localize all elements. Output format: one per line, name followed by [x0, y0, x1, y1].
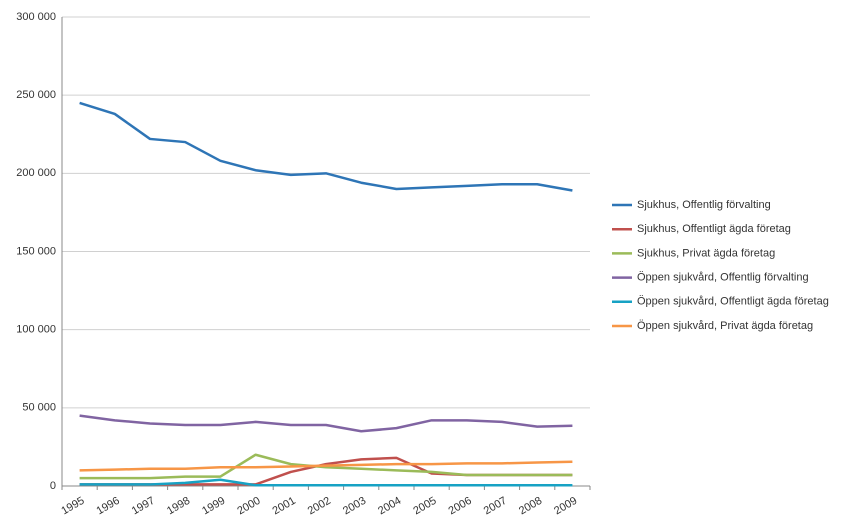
series-line	[79, 478, 573, 487]
x-tick-label: 2000	[235, 495, 262, 518]
x-tick-label: 2008	[517, 495, 544, 518]
series-line	[79, 456, 573, 486]
y-tick-label: 300 000	[16, 11, 56, 23]
x-tick-label: 2006	[447, 495, 474, 518]
legend-label: Sjukhus, Offentligt ägda företag	[637, 223, 791, 235]
series-line	[79, 101, 573, 192]
x-tick-label: 2009	[552, 495, 579, 518]
x-tick-label: 2005	[411, 495, 438, 518]
y-tick-label: 150 000	[16, 245, 56, 257]
series-line	[79, 460, 573, 472]
legend-label: Öppen sjukvård, Offentligt ägda företag	[637, 296, 829, 308]
y-tick-label: 50 000	[22, 402, 56, 414]
legend-label: Öppen sjukvård, Privat ägda företag	[637, 320, 813, 332]
x-tick-label: 1995	[59, 495, 86, 518]
x-tick-label: 2001	[271, 495, 298, 518]
x-tick-label: 2004	[376, 495, 403, 518]
x-tick-label: 2003	[341, 495, 368, 518]
x-tick-label: 1999	[200, 495, 227, 518]
y-tick-label: 200 000	[16, 167, 56, 179]
y-tick-label: 0	[50, 480, 56, 492]
x-tick-label: 2007	[482, 495, 509, 518]
series-line	[79, 414, 573, 433]
legend-label: Sjukhus, Offentlig förvalting	[637, 199, 771, 211]
x-tick-label: 2002	[306, 495, 333, 518]
y-tick-label: 100 000	[16, 324, 56, 336]
x-tick-label: 1998	[165, 495, 192, 518]
series-line	[79, 453, 573, 480]
legend-label: Sjukhus, Privat ägda företag	[637, 247, 775, 259]
x-tick-label: 1997	[130, 495, 157, 518]
x-tick-label: 1996	[95, 495, 122, 518]
legend-label: Öppen sjukvård, Offentlig förvalting	[637, 272, 809, 284]
y-tick-label: 250 000	[16, 89, 56, 101]
